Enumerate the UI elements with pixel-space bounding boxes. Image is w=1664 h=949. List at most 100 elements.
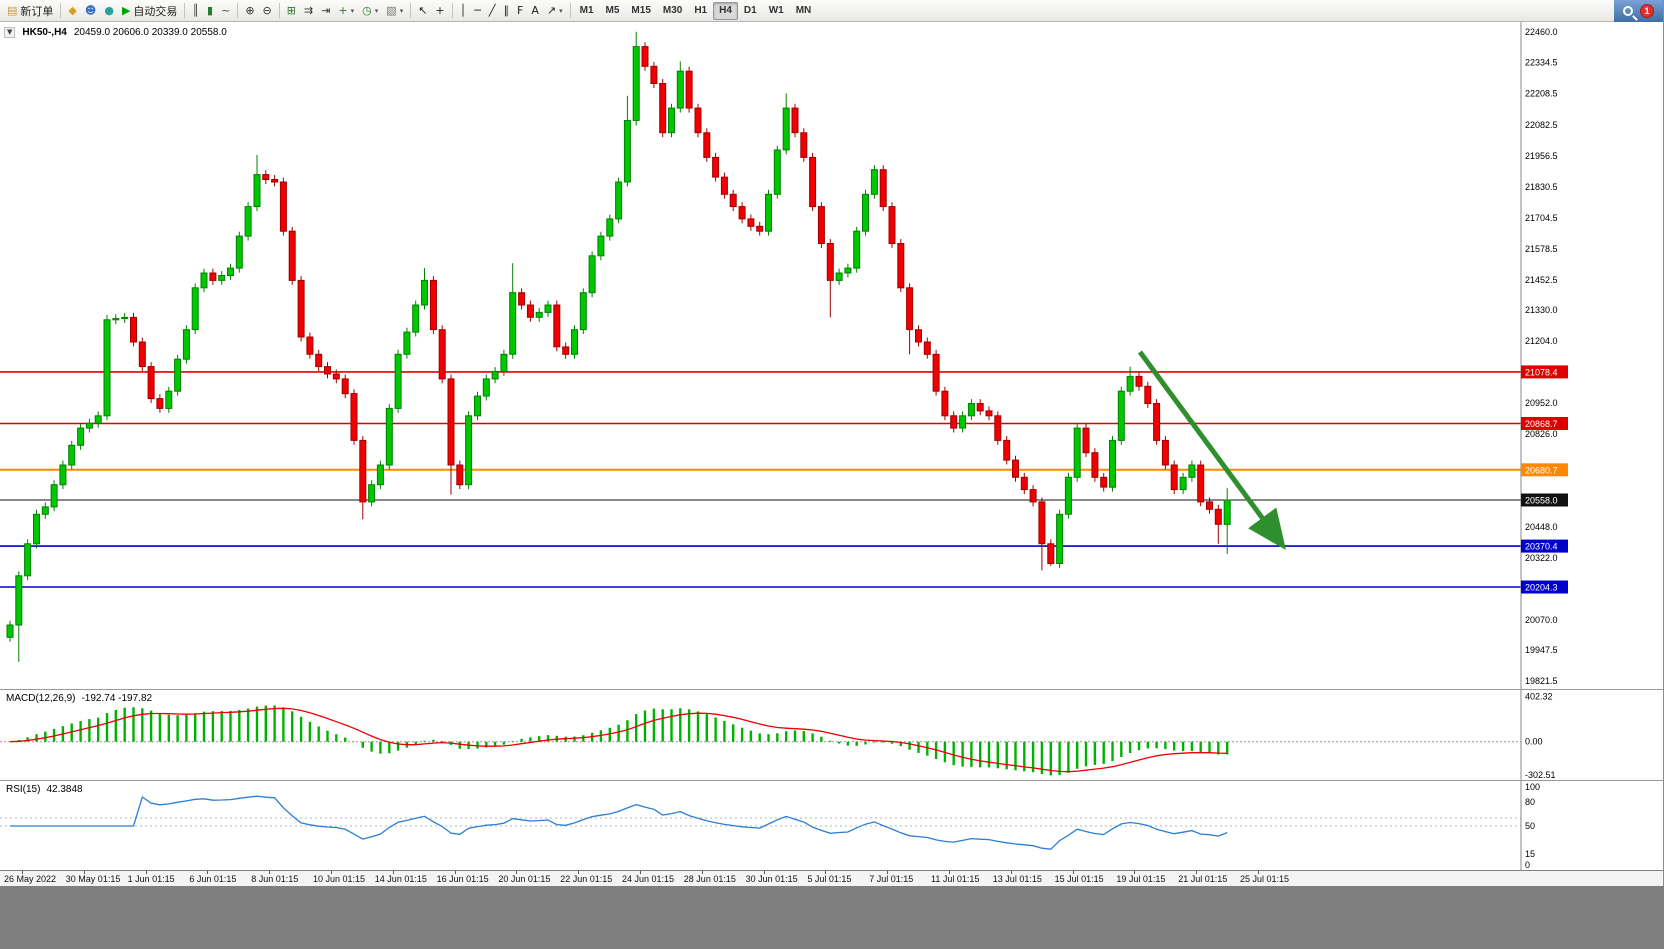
macd-axis-label: 402.32 — [1525, 692, 1553, 702]
trend-arrow[interactable] — [1137, 350, 1286, 551]
toolbar-items: ▤ 新订单 ◆ ☻ ● ▶ 自动交易 ║ ▮ ~ ⊕ ⊖ ⊞ ⇉ ⇥ + ▾ ◷ ▾ ▧ ▾ ↖ + │ ─ ╱ ∥ Ϝ A ↗ ▾ M1 M5… — [3, 0, 817, 22]
arrows-button[interactable]: ↗ ▾ — [543, 2, 567, 20]
toolbar-separator — [569, 3, 571, 18]
tile-windows-button[interactable]: ⊞ — [283, 2, 300, 20]
time-axis-label: 20 Jun 01:15 — [498, 874, 551, 884]
cursor-button[interactable]: ↖ — [414, 2, 431, 20]
time-axis-tick — [1072, 871, 1074, 874]
candlestick-chart-icon: ▮ — [207, 4, 214, 17]
autotrading-button-label: 自动交易 — [133, 5, 178, 18]
chart-shift-button[interactable]: ⇥ — [317, 2, 334, 20]
rsi-canvas[interactable]: 100 80 50 150 — [0, 781, 1664, 870]
fibonacci-button[interactable]: Ϝ — [513, 2, 527, 20]
time-axis-label: 22 Jun 01:15 — [560, 874, 613, 884]
macd-canvas[interactable]: 402.32 0.00 -302.51 — [0, 690, 1664, 780]
bar-chart-icon: ║ — [192, 4, 200, 17]
price-axis-label: 19821.5 — [1525, 676, 1558, 686]
desktop-background — [0, 886, 1664, 949]
crosshair-button[interactable]: + — [431, 2, 448, 20]
chart-header: ▼ HK50-,H4 20459.0 20606.0 20339.0 20558… — [4, 27, 227, 38]
notification-badge[interactable]: 1 — [1640, 3, 1654, 18]
chart-properties-icon: ▧ — [386, 4, 397, 17]
chart-area: ▼ HK50-,H4 20459.0 20606.0 20339.0 20558… — [0, 22, 1663, 689]
period-button[interactable]: ◷ ▾ — [358, 2, 382, 20]
auto-scroll-button[interactable]: ⇉ — [300, 2, 317, 20]
autotrading-button[interactable]: ▶ 自动交易 — [118, 2, 181, 20]
line-chart-icon: ~ — [221, 4, 231, 17]
price-axis-label: 21578.5 — [1525, 244, 1558, 254]
price-tag-20868.7 — [1521, 417, 1568, 430]
price-axis-label: 21830.5 — [1525, 182, 1558, 192]
chart-shift-icon: ⇥ — [321, 4, 331, 17]
zoom-out-button[interactable]: ⊖ — [259, 2, 276, 20]
price-tag-label: 21078.4 — [1525, 367, 1558, 377]
symbol-period-label: HK50-,H4 — [22, 27, 67, 38]
new-chart-button[interactable]: + ▾ — [334, 2, 358, 20]
mt4-window: ▤ 新订单 ◆ ☻ ● ▶ 自动交易 ║ ▮ ~ ⊕ ⊖ ⊞ ⇉ ⇥ + ▾ ◷ ▾ ▧ ▾ ↖ + │ ─ ╱ ∥ Ϝ A ↗ ▾ M1 M5… — [0, 0, 1664, 886]
timeframe-h4-button[interactable]: H4 — [713, 1, 738, 20]
search-icon[interactable] — [1623, 5, 1633, 16]
timeframe-mn-button[interactable]: MN — [795, 5, 812, 16]
time-axis-label: 30 May 01:15 — [65, 874, 121, 884]
macd-header: MACD(12,26,9) -192.74 -197.82 — [6, 693, 152, 704]
arrows-icon: ↗ — [546, 4, 557, 17]
timeframe-d1-button[interactable]: D1 — [743, 5, 757, 16]
timeframe-m15-button[interactable]: M15 — [631, 5, 651, 16]
terminal-button[interactable]: ● — [100, 2, 118, 20]
bar-chart-button[interactable]: ║ — [188, 2, 203, 20]
zoom-in-button[interactable]: ⊕ — [241, 2, 258, 20]
auto-scroll-icon: ⇉ — [303, 4, 314, 17]
candlestick-series — [6, 31, 1231, 662]
time-axis-label: 16 Jun 01:15 — [436, 874, 489, 884]
time-axis-tick — [83, 871, 85, 874]
timeframe-h1-button[interactable]: H1 — [694, 5, 708, 16]
rsi-label: RSI(15) — [6, 784, 41, 795]
vertical-line-button[interactable]: │ — [456, 2, 471, 20]
market-watch-icon: ◆ — [68, 4, 77, 17]
line-chart-button[interactable]: ~ — [217, 2, 234, 20]
price-tag-label: 20558.0 — [1525, 496, 1558, 506]
time-axis-tick — [1196, 871, 1198, 874]
time-axis-label: 8 Jun 01:15 — [251, 874, 299, 884]
cursor-icon: ↖ — [418, 4, 428, 17]
time-axis-label: 26 May 2022 — [4, 874, 57, 884]
time-axis-tick — [454, 871, 456, 874]
zoom-in-icon: ⊕ — [245, 4, 255, 17]
toolbar-separator — [278, 3, 280, 18]
text-button[interactable]: A — [527, 2, 543, 20]
timeframe-m5-button[interactable]: M5 — [605, 5, 620, 16]
new-chart-icon: + — [338, 4, 348, 17]
price-axis-label: 22460.0 — [1525, 27, 1558, 37]
macd-axis-label: 0.00 — [1525, 737, 1543, 747]
time-axis[interactable]: 26 May 2022 30 May 01:15 1 Jun 01:15 6 Jun … — [0, 870, 1663, 886]
navigator-button[interactable]: ☻ — [81, 2, 100, 20]
time-axis-label: 6 Jun 01:15 — [189, 874, 237, 884]
time-axis-label: 30 Jun 01:15 — [745, 874, 798, 884]
time-axis-tick — [269, 871, 271, 874]
timeframe-m30-button[interactable]: M30 — [662, 5, 683, 16]
vertical-line-icon: │ — [459, 4, 467, 17]
collapse-ohlc-button[interactable]: ▼ — [4, 27, 16, 38]
price-chart-canvas[interactable]: 22460.0 22334.5 22208.5 22082.5 21956.5 21830… — [0, 22, 1664, 689]
horizontal-line-button[interactable]: ─ — [470, 2, 485, 20]
timeframe-m1-button[interactable]: M1 — [579, 5, 594, 16]
price-axis-label: 21330.0 — [1525, 305, 1558, 315]
market-watch-button[interactable]: ◆ — [64, 2, 80, 20]
price-tag-20204.3 — [1521, 580, 1568, 594]
new-order-button[interactable]: ▤ 新订单 — [3, 2, 57, 20]
timeframe-w1-button[interactable]: W1 — [768, 5, 784, 16]
dropdown-arrow-icon: ▾ — [350, 6, 355, 15]
horizontal-line-icon: ─ — [474, 4, 481, 17]
price-axis-label: 22082.5 — [1525, 120, 1558, 130]
candlestick-chart-button[interactable]: ▮ — [203, 2, 217, 20]
time-axis-tick — [578, 871, 580, 874]
time-axis-tick — [22, 871, 23, 874]
time-axis-tick — [145, 871, 147, 874]
chart-properties-button[interactable]: ▧ ▾ — [382, 2, 407, 20]
time-axis-label: 14 Jun 01:15 — [374, 874, 427, 884]
channel-button[interactable]: ∥ — [500, 2, 514, 20]
time-axis-tick — [1134, 871, 1136, 874]
rsi-header: RSI(15) 42.3848 — [6, 784, 83, 795]
tile-windows-icon: ⊞ — [286, 4, 296, 17]
trendline-button[interactable]: ╱ — [485, 2, 500, 20]
